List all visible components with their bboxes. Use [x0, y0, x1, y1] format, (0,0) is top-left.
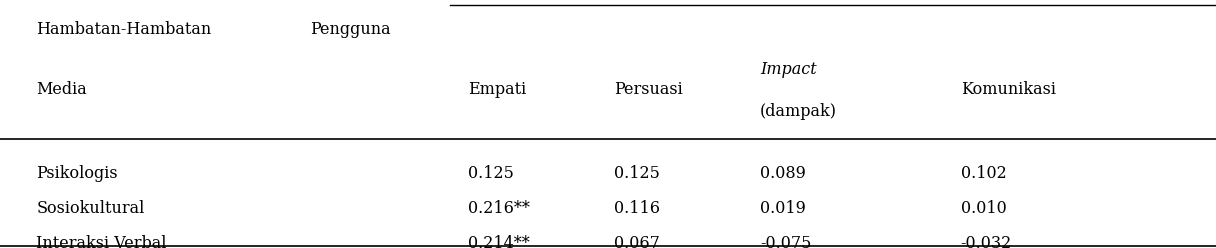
Text: 0.102: 0.102: [961, 165, 1007, 182]
Text: Komunikasi: Komunikasi: [961, 81, 1055, 98]
Text: Impact: Impact: [760, 61, 817, 78]
Text: (dampak): (dampak): [760, 103, 837, 120]
Text: 0.216**: 0.216**: [468, 200, 530, 217]
Text: Hambatan-Hambatan: Hambatan-Hambatan: [36, 21, 212, 38]
Text: -0.032: -0.032: [961, 235, 1012, 248]
Text: Sosiokultural: Sosiokultural: [36, 200, 145, 217]
Text: Pengguna: Pengguna: [310, 21, 390, 38]
Text: 0.214**: 0.214**: [468, 235, 530, 248]
Text: 0.067: 0.067: [614, 235, 660, 248]
Text: 0.019: 0.019: [760, 200, 806, 217]
Text: Interaksi Verbal: Interaksi Verbal: [36, 235, 167, 248]
Text: 0.125: 0.125: [468, 165, 514, 182]
Text: 0.010: 0.010: [961, 200, 1007, 217]
Text: Empati: Empati: [468, 81, 527, 98]
Text: -0.075: -0.075: [760, 235, 811, 248]
Text: 0.116: 0.116: [614, 200, 660, 217]
Text: 0.089: 0.089: [760, 165, 806, 182]
Text: Psikologis: Psikologis: [36, 165, 118, 182]
Text: Media: Media: [36, 81, 88, 98]
Text: 0.125: 0.125: [614, 165, 660, 182]
Text: Persuasi: Persuasi: [614, 81, 683, 98]
